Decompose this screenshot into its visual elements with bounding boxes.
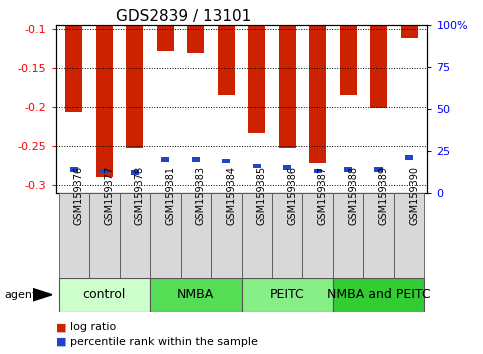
Bar [309, 25, 326, 163]
Text: GSM159388: GSM159388 [348, 166, 358, 225]
Bar [283, 165, 291, 170]
Bar [374, 167, 383, 172]
Text: GSM159386: GSM159386 [287, 166, 297, 225]
Bar [100, 169, 109, 173]
Bar [253, 164, 261, 169]
Bar [248, 25, 265, 133]
Polygon shape [33, 289, 52, 301]
Bar [66, 25, 82, 112]
Bar [127, 25, 143, 148]
Bar [272, 193, 302, 278]
Bar [96, 25, 113, 177]
Text: GSM159377: GSM159377 [104, 166, 114, 225]
Text: GSM159385: GSM159385 [257, 166, 267, 225]
Bar [211, 193, 242, 278]
Bar [150, 278, 242, 312]
Bar [150, 193, 181, 278]
Bar [401, 25, 417, 38]
Text: NMBA: NMBA [177, 288, 214, 301]
Bar [89, 193, 120, 278]
Text: percentile rank within the sample: percentile rank within the sample [70, 337, 258, 347]
Bar [70, 167, 78, 172]
Text: NMBA and PEITC: NMBA and PEITC [327, 288, 430, 301]
Bar [242, 193, 272, 278]
Bar [394, 193, 425, 278]
Text: GSM159376: GSM159376 [74, 166, 84, 225]
Bar [344, 167, 353, 172]
Bar [157, 25, 174, 51]
Bar [370, 25, 387, 108]
Bar [218, 25, 235, 95]
Bar [58, 278, 150, 312]
Text: GSM159390: GSM159390 [409, 166, 419, 225]
Text: ■: ■ [56, 322, 66, 332]
Bar [242, 278, 333, 312]
Bar [313, 169, 322, 173]
Bar [302, 193, 333, 278]
Text: GSM159387: GSM159387 [318, 166, 327, 225]
Bar [405, 155, 413, 160]
Text: ■: ■ [56, 337, 66, 347]
Bar [363, 193, 394, 278]
Text: GDS2839 / 13101: GDS2839 / 13101 [116, 9, 251, 24]
Bar [130, 170, 139, 175]
Bar [120, 193, 150, 278]
Bar [58, 193, 89, 278]
Text: GSM159389: GSM159389 [379, 166, 389, 225]
Text: GSM159381: GSM159381 [165, 166, 175, 225]
Text: log ratio: log ratio [70, 322, 116, 332]
Text: GSM159383: GSM159383 [196, 166, 206, 225]
Bar [333, 193, 363, 278]
Bar [192, 157, 200, 162]
Text: control: control [83, 288, 126, 301]
Bar [279, 25, 296, 148]
Text: GSM159384: GSM159384 [226, 166, 236, 225]
Bar [340, 25, 356, 95]
Text: agent: agent [5, 290, 37, 300]
Text: GSM159378: GSM159378 [135, 166, 145, 225]
Bar [222, 159, 230, 163]
Bar [187, 25, 204, 53]
Bar [333, 278, 425, 312]
Text: PEITC: PEITC [270, 288, 305, 301]
Bar [161, 157, 170, 162]
Bar [181, 193, 211, 278]
